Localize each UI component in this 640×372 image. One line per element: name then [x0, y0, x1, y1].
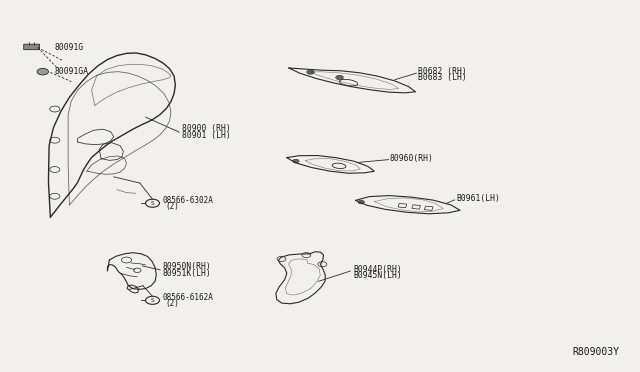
Circle shape — [336, 75, 343, 80]
Text: B0944P(RH): B0944P(RH) — [353, 265, 402, 274]
Text: B0945N(LH): B0945N(LH) — [353, 271, 402, 280]
Text: 80960(RH): 80960(RH) — [390, 154, 434, 163]
Bar — [424, 206, 433, 211]
Text: 08566-6162A: 08566-6162A — [162, 293, 213, 302]
Bar — [412, 205, 420, 209]
Text: 80900 (RH): 80900 (RH) — [182, 124, 231, 133]
Circle shape — [292, 159, 299, 163]
Circle shape — [37, 68, 49, 75]
Text: B0961(LH): B0961(LH) — [456, 194, 500, 203]
Circle shape — [358, 200, 364, 204]
Text: S: S — [150, 201, 154, 206]
Text: R809003Y: R809003Y — [572, 347, 620, 357]
Bar — [398, 203, 407, 208]
Text: (2): (2) — [165, 299, 179, 308]
Text: (2): (2) — [165, 202, 179, 211]
Text: B0682 (RH): B0682 (RH) — [419, 67, 467, 76]
Text: 08566-6302A: 08566-6302A — [162, 196, 213, 205]
FancyBboxPatch shape — [24, 44, 40, 50]
Text: S: S — [150, 298, 154, 303]
Text: 80901 (LH): 80901 (LH) — [182, 131, 231, 140]
Text: 80951K(LH): 80951K(LH) — [163, 269, 211, 278]
Text: B0683 (LH): B0683 (LH) — [419, 73, 467, 83]
Text: 80091GA: 80091GA — [55, 67, 89, 76]
Text: 80091G: 80091G — [55, 43, 84, 52]
Text: 80950N(RH): 80950N(RH) — [163, 262, 211, 271]
Circle shape — [307, 70, 314, 74]
